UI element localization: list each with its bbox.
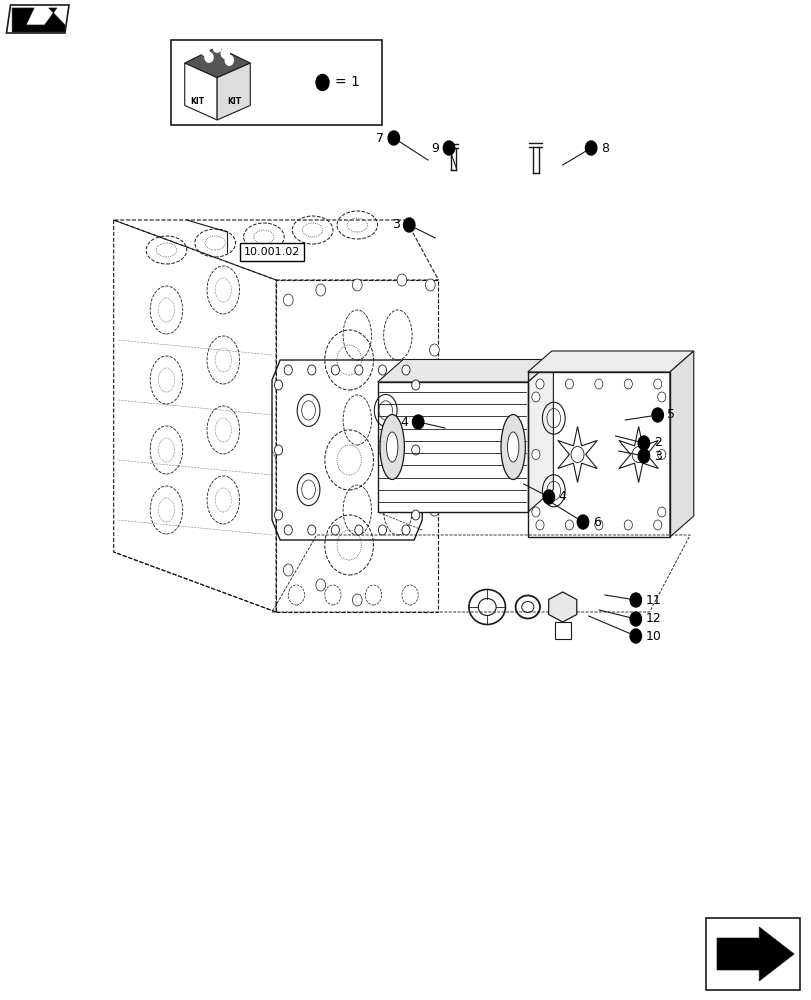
Text: KIT: KIT: [227, 97, 241, 106]
Polygon shape: [377, 382, 527, 512]
Polygon shape: [669, 351, 693, 537]
Circle shape: [212, 42, 221, 52]
Circle shape: [401, 525, 410, 535]
Circle shape: [307, 365, 315, 375]
Circle shape: [315, 284, 325, 296]
Circle shape: [443, 141, 454, 155]
Circle shape: [331, 365, 339, 375]
Circle shape: [653, 379, 661, 389]
Circle shape: [307, 525, 315, 535]
Ellipse shape: [500, 415, 525, 480]
Text: 3: 3: [391, 219, 399, 232]
Circle shape: [274, 510, 282, 520]
Circle shape: [284, 365, 292, 375]
Circle shape: [411, 445, 419, 455]
Text: = 1: = 1: [335, 76, 359, 90]
Circle shape: [331, 525, 339, 535]
Circle shape: [352, 594, 362, 606]
Text: 12: 12: [645, 612, 660, 626]
Circle shape: [429, 424, 439, 436]
Circle shape: [411, 510, 419, 520]
Text: 9: 9: [431, 141, 439, 154]
Circle shape: [354, 365, 363, 375]
Polygon shape: [527, 360, 552, 512]
Polygon shape: [185, 63, 217, 120]
Circle shape: [200, 45, 208, 55]
Text: 4: 4: [558, 490, 566, 504]
Ellipse shape: [380, 415, 404, 480]
Circle shape: [651, 408, 663, 422]
Circle shape: [531, 450, 539, 460]
Circle shape: [411, 380, 419, 390]
Circle shape: [274, 445, 282, 455]
Text: 3: 3: [653, 450, 661, 462]
Ellipse shape: [507, 432, 518, 462]
Circle shape: [629, 629, 641, 643]
Polygon shape: [217, 63, 250, 120]
Text: 2: 2: [653, 436, 661, 450]
Circle shape: [412, 415, 423, 429]
Text: 11: 11: [645, 593, 660, 606]
Circle shape: [283, 564, 293, 576]
Circle shape: [624, 379, 632, 389]
Text: 5: 5: [667, 408, 675, 422]
Polygon shape: [716, 927, 793, 981]
Ellipse shape: [386, 432, 397, 462]
Circle shape: [354, 525, 363, 535]
Text: 8: 8: [600, 141, 608, 154]
Circle shape: [315, 579, 325, 591]
Circle shape: [315, 75, 328, 91]
Circle shape: [352, 279, 362, 291]
Circle shape: [283, 294, 293, 306]
Circle shape: [594, 520, 602, 530]
Text: 7: 7: [375, 131, 384, 144]
Text: 6: 6: [592, 516, 600, 528]
Circle shape: [535, 520, 543, 530]
Polygon shape: [554, 622, 570, 639]
Polygon shape: [377, 360, 552, 382]
Circle shape: [397, 274, 406, 286]
Text: 4: 4: [400, 416, 408, 428]
Circle shape: [535, 379, 543, 389]
Circle shape: [401, 365, 410, 375]
Polygon shape: [12, 8, 65, 32]
Circle shape: [274, 380, 282, 390]
Circle shape: [657, 507, 665, 517]
Circle shape: [577, 515, 588, 529]
Circle shape: [429, 504, 439, 516]
Text: 10: 10: [645, 630, 661, 643]
Circle shape: [657, 392, 665, 402]
Circle shape: [378, 525, 386, 535]
Circle shape: [624, 520, 632, 530]
Circle shape: [657, 450, 665, 460]
Circle shape: [378, 365, 386, 375]
Circle shape: [543, 490, 554, 504]
Circle shape: [429, 344, 439, 356]
Circle shape: [653, 520, 661, 530]
Circle shape: [594, 379, 602, 389]
Circle shape: [629, 612, 641, 626]
Circle shape: [403, 218, 414, 232]
Circle shape: [564, 379, 573, 389]
Circle shape: [637, 449, 649, 463]
Circle shape: [564, 520, 573, 530]
Circle shape: [425, 279, 435, 291]
Circle shape: [629, 593, 641, 607]
Text: KIT: KIT: [190, 97, 204, 106]
Circle shape: [531, 507, 539, 517]
Circle shape: [225, 55, 233, 65]
Polygon shape: [185, 47, 250, 78]
Circle shape: [284, 525, 292, 535]
Polygon shape: [548, 592, 576, 622]
Circle shape: [585, 141, 596, 155]
Polygon shape: [527, 351, 693, 372]
Text: 10.001.02: 10.001.02: [243, 247, 300, 257]
Circle shape: [388, 131, 399, 145]
Circle shape: [637, 436, 649, 450]
Circle shape: [531, 392, 539, 402]
Circle shape: [204, 52, 212, 62]
Circle shape: [221, 48, 229, 58]
